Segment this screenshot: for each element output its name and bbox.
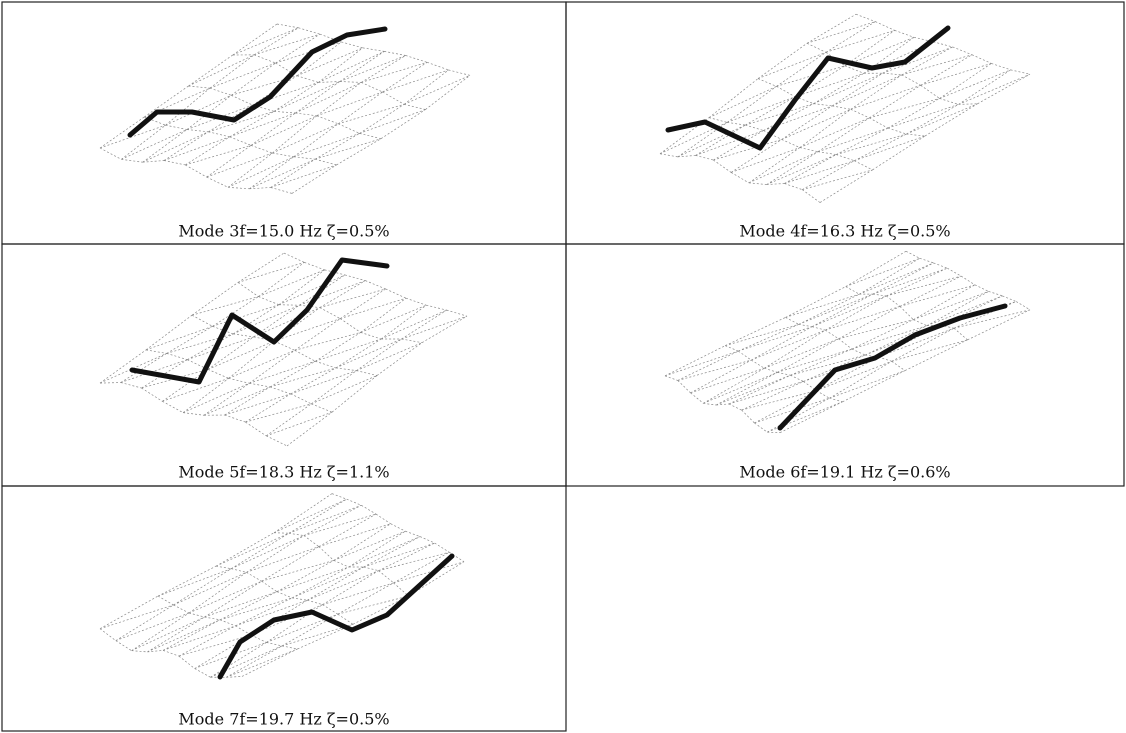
mode-shape-line <box>130 29 385 135</box>
mesh <box>665 251 1030 432</box>
mode-panel: Mode 4f=16.3 Hz ζ=0.5% <box>660 14 1030 240</box>
mesh <box>660 14 1030 202</box>
mode-shape-line <box>132 260 387 382</box>
mode-shape-line <box>668 28 948 148</box>
panel-border <box>2 486 566 731</box>
panel-caption: Mode 7f=19.7 Hz ζ=0.5% <box>178 710 389 729</box>
panel-caption: Mode 5f=18.3 Hz ζ=1.1% <box>178 463 389 482</box>
mode-panel: Mode 7f=19.7 Hz ζ=0.5% <box>100 494 464 729</box>
panel-caption: Mode 4f=16.3 Hz ζ=0.5% <box>739 222 950 241</box>
mesh <box>100 24 470 193</box>
mode-shape-figure: Mode 3f=15.0 Hz ζ=0.5% Mode 4f=16.3 Hz ζ=… <box>0 0 1126 733</box>
mode-panel: Mode 6f=19.1 Hz ζ=0.6% <box>665 251 1030 481</box>
mesh <box>100 253 467 446</box>
mesh <box>100 494 464 678</box>
panel-caption: Mode 6f=19.1 Hz ζ=0.6% <box>739 463 950 482</box>
panel-border <box>2 244 566 486</box>
panel-caption: Mode 3f=15.0 Hz ζ=0.5% <box>178 222 389 241</box>
panel-border <box>566 2 1124 244</box>
mode-panel: Mode 3f=15.0 Hz ζ=0.5% <box>100 24 470 241</box>
panel-border <box>2 2 566 244</box>
mode-panel: Mode 5f=18.3 Hz ζ=1.1% <box>100 253 467 481</box>
